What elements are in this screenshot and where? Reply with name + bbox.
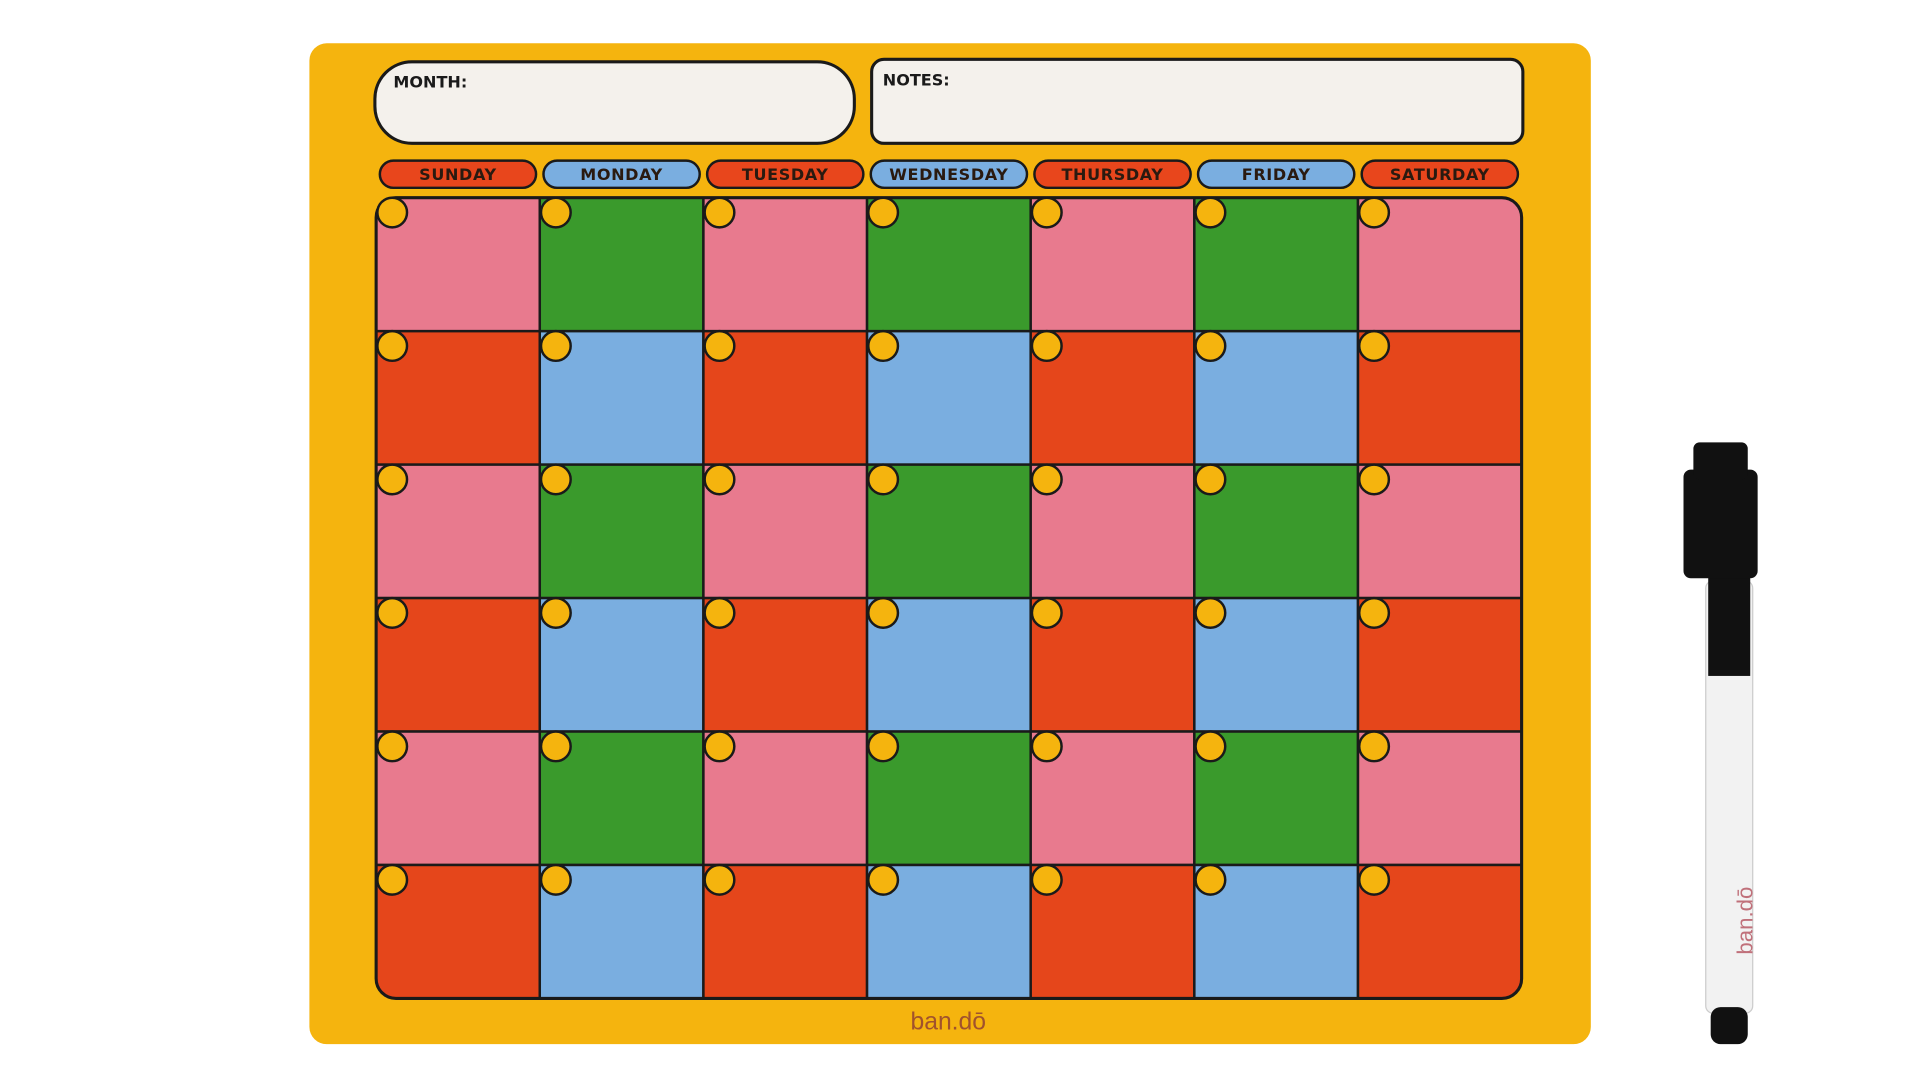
date-dot — [867, 463, 900, 496]
date-dot — [1030, 329, 1063, 363]
date-dot — [1357, 863, 1391, 896]
date-dot — [703, 463, 736, 496]
date-dot — [539, 196, 572, 229]
marker-brand: ban.dō — [1733, 887, 1758, 955]
date-dot — [867, 329, 900, 363]
day-pill — [1360, 159, 1520, 190]
marker-tip — [1710, 1007, 1748, 1045]
date-dot — [539, 596, 572, 629]
day-cell — [1356, 730, 1522, 867]
month-label: MONTH: — [393, 73, 467, 92]
day-label: WEDNESDAY — [889, 165, 1008, 184]
date-dot — [376, 329, 409, 363]
date-dot — [1030, 596, 1063, 629]
date-dot — [1194, 329, 1227, 363]
day-pill — [1196, 159, 1356, 190]
day-pill — [1033, 159, 1192, 190]
day-pill — [869, 159, 1029, 190]
date-dot — [1030, 863, 1063, 896]
date-dot — [703, 596, 736, 629]
date-dot — [1030, 463, 1063, 496]
date-dot — [539, 329, 572, 363]
date-dot — [703, 863, 736, 896]
date-dot — [703, 196, 736, 229]
notes-label: NOTES: — [883, 70, 950, 89]
date-dot — [1357, 730, 1391, 763]
date-dot — [1357, 196, 1391, 229]
date-dot — [867, 196, 900, 229]
date-dot — [539, 730, 572, 763]
marker-cap-top — [1693, 442, 1748, 480]
date-dot — [1194, 196, 1227, 229]
date-dot — [1194, 463, 1227, 496]
marker: ban.dō — [1683, 442, 1758, 1045]
day-pill — [705, 159, 865, 190]
date-dot — [539, 463, 572, 496]
date-dot — [376, 196, 409, 229]
day-label: SUNDAY — [419, 165, 497, 184]
grid-border — [374, 196, 1524, 1000]
board-brand: ban.dō — [910, 1008, 986, 1035]
date-dot — [1030, 196, 1063, 229]
date-dot — [867, 730, 900, 763]
month-field — [373, 60, 856, 145]
date-dot — [376, 730, 409, 763]
day-label: THURSDAY — [1061, 165, 1163, 184]
day-pill — [378, 159, 538, 190]
date-dot — [539, 863, 572, 896]
date-dot — [1357, 329, 1391, 363]
date-dot — [376, 863, 409, 896]
calendar-grid: SUNDAY MONDAY TUESDAY WEDNESDAY THURSDAY FRID… — [374, 159, 1524, 1000]
day-label: MONDAY — [580, 165, 663, 184]
date-dot — [1357, 463, 1391, 496]
date-dot — [376, 463, 409, 496]
date-dot — [867, 863, 900, 896]
date-dot — [703, 329, 736, 363]
date-dot — [376, 596, 409, 629]
notes-field — [870, 57, 1525, 145]
day-label: FRIDAY — [1242, 165, 1311, 184]
day-label: SATURDAY — [1390, 165, 1490, 184]
date-dot — [703, 730, 736, 763]
day-pill — [542, 159, 701, 190]
date-dot — [1194, 863, 1227, 896]
date-dot — [1357, 596, 1391, 629]
date-dot — [1194, 596, 1227, 629]
day-label: TUESDAY — [742, 165, 829, 184]
marker-grip — [1708, 574, 1751, 676]
date-dot — [867, 596, 900, 629]
date-dot — [1194, 730, 1227, 763]
date-dot — [1030, 730, 1063, 763]
marker-cap — [1683, 469, 1758, 579]
